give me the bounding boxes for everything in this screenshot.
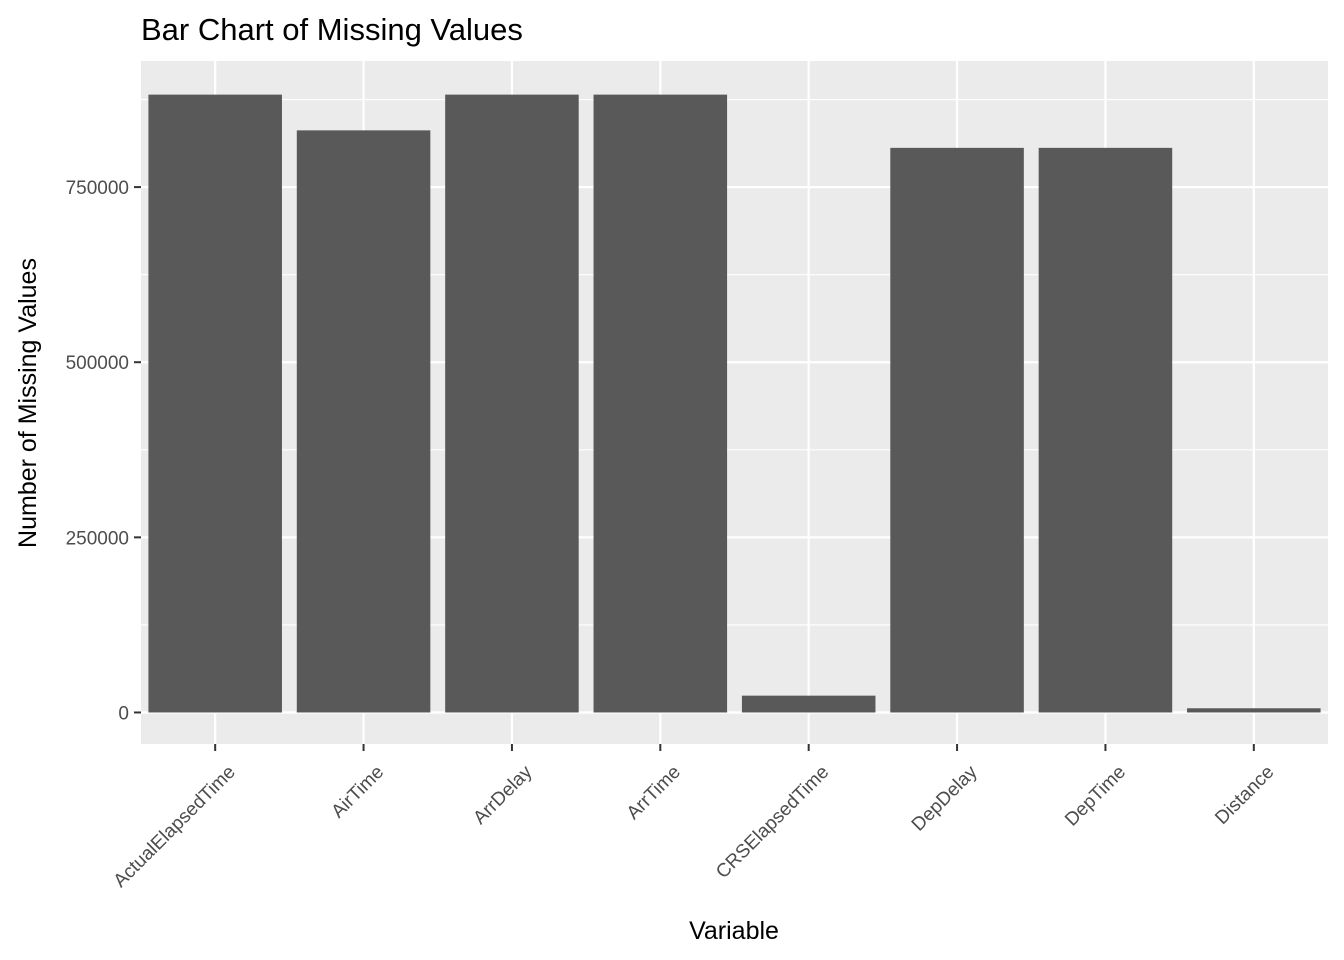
y-tick-label: 750000 (66, 178, 129, 199)
bar (593, 94, 728, 713)
bar (741, 695, 876, 713)
x-tick-label: ActualElapsedTime (110, 762, 240, 892)
y-tick-label: 500000 (66, 353, 129, 374)
x-axis-title: Variable (689, 917, 779, 945)
x-tick-label: DepTime (1061, 762, 1130, 831)
x-tick-label: AirTime (328, 762, 389, 823)
x-tick-label: Distance (1211, 762, 1278, 829)
y-tick-label: 0 (118, 703, 129, 724)
bar (890, 147, 1024, 713)
bar (445, 94, 579, 713)
y-axis-title: Number of Missing Values (14, 258, 42, 548)
bar (296, 130, 431, 713)
x-tick-label: ArrTime (623, 762, 685, 824)
x-tick-label: DepDelay (908, 761, 982, 835)
bar (148, 94, 282, 713)
x-tick-label: CRSElapsedTime (712, 762, 833, 883)
bars (148, 94, 1321, 713)
bar (1187, 708, 1321, 713)
y-tick-label: 250000 (66, 528, 129, 549)
bar (1038, 147, 1173, 713)
x-tick-label: ArrDelay (469, 761, 536, 828)
x-axis: ActualElapsedTime AirTime ArrDelay ArrTime C… (110, 744, 1278, 892)
y-axis: 0 250000 500000 750000 (66, 178, 141, 724)
chart-title: Bar Chart of Missing Values (141, 12, 523, 47)
